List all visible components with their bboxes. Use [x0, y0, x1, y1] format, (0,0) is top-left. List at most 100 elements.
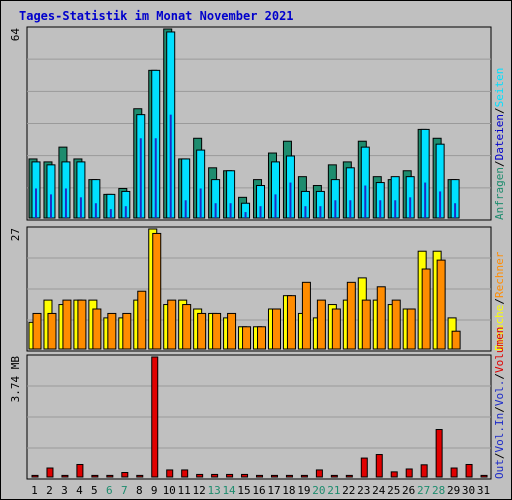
bar-rechner-day-25 [391, 299, 401, 350]
x-tick-day-9: 9 [151, 484, 158, 497]
bar-seiten-day-6 [109, 209, 112, 218]
x-tick-day-7: 7 [121, 484, 128, 497]
bar-rechner-day-26 [406, 308, 416, 350]
bar-rechner-day-7 [122, 312, 132, 350]
legend-item-dateien: Dateien [493, 114, 506, 160]
x-tick-day-24: 24 [372, 484, 386, 497]
bar-rechner-day-15 [242, 326, 252, 350]
bar-seiten-day-7 [124, 206, 127, 218]
x-tick-day-31: 31 [477, 484, 490, 497]
bar-rechner-day-1 [32, 312, 42, 350]
x-tick-day-15: 15 [237, 484, 250, 497]
bar-rechner-day-13 [212, 312, 222, 350]
x-tick-day-26: 26 [402, 484, 415, 497]
legend-besuche-rechner: Besuche/Rechner [493, 251, 506, 351]
bar-rechner-day-21 [331, 308, 341, 350]
x-tick-day-23: 23 [357, 484, 370, 497]
x-tick-day-12: 12 [193, 484, 206, 497]
bar-rechner-day-23 [361, 299, 371, 350]
bar-volumen-day-31 [480, 474, 488, 478]
chart-title: Tages-Statistik im Monat November 2021 [19, 9, 294, 23]
legend-item--: / [493, 453, 506, 460]
x-tick-day-17: 17 [267, 484, 280, 497]
bar-volumen-day-26 [405, 468, 413, 478]
x-tick-day-10: 10 [163, 484, 176, 497]
x-tick-day-29: 29 [447, 484, 460, 497]
bar-volumen-day-24 [375, 454, 383, 478]
legend-item-volumen: Volumen [493, 327, 506, 373]
bar-seiten-day-28 [439, 191, 442, 218]
bar-seiten-day-17 [274, 194, 277, 218]
bar-volumen-day-1 [31, 474, 39, 478]
bar-volumen-day-15 [241, 473, 249, 478]
bar-seiten-day-18 [289, 182, 292, 218]
bar-volumen-day-16 [256, 474, 264, 478]
legend-item-vol-: Vol. [493, 380, 506, 407]
x-tick-day-2: 2 [46, 484, 53, 497]
bar-rechner-day-3 [62, 299, 72, 350]
bar-volumen-day-25 [390, 471, 398, 478]
x-tick-day-8: 8 [136, 484, 143, 497]
bar-seiten-day-29 [454, 203, 457, 218]
x-tick-day-18: 18 [282, 484, 295, 497]
legend3-text: Out/Vol.In/Vol./Volumen [493, 327, 506, 479]
bar-volumen-day-20 [315, 469, 323, 478]
bar-volumen-day-21 [330, 474, 338, 478]
bar-rechner-day-17 [271, 308, 281, 350]
legend-item--: / [493, 298, 506, 305]
x-tick-day-25: 25 [387, 484, 400, 497]
bar-rechner-day-14 [227, 312, 237, 350]
bar-seiten-day-14 [229, 203, 232, 218]
bar-volumen-day-9 [151, 356, 159, 478]
bar-seiten-day-19 [304, 206, 307, 218]
panel-anfragen-dateien-seiten [26, 26, 492, 221]
x-tick-day-27: 27 [417, 484, 430, 497]
x-tick-day-5: 5 [91, 484, 98, 497]
bar-rechner-day-2 [47, 312, 57, 350]
bar-seiten-day-5 [94, 203, 97, 218]
x-tick-day-14: 14 [222, 484, 236, 497]
bar-seiten-day-27 [424, 182, 427, 218]
bar-volumen-day-23 [360, 457, 368, 478]
legend-item--: / [493, 107, 506, 114]
legend-item-seiten: Seiten [493, 68, 506, 108]
legend-item-anfragen: Anfragen [493, 167, 506, 220]
legend-item-vol-: Vol. [493, 426, 506, 453]
bar-rechner-day-29 [451, 330, 461, 350]
legend-item--: / [493, 406, 506, 413]
bar-seiten-day-25 [394, 200, 397, 218]
x-tick-day-21: 21 [327, 484, 340, 497]
bar-volumen-day-27 [420, 464, 428, 478]
bar-volumen-day-29 [450, 467, 458, 478]
legend-item-out: Out [493, 459, 506, 479]
bar-volumen-day-5 [91, 474, 99, 478]
x-tick-day-16: 16 [252, 484, 265, 497]
x-tick-day-4: 4 [76, 484, 83, 497]
bar-seiten-day-10 [169, 114, 172, 218]
bar-seiten-day-3 [64, 188, 67, 218]
bar-rechner-day-4 [77, 299, 87, 350]
legend-item-rechner: Rechner [493, 251, 506, 298]
bar-rechner-day-16 [257, 326, 267, 350]
bar-volumen-day-14 [226, 473, 234, 478]
bar-volumen-day-22 [345, 474, 353, 478]
x-tick-day-22: 22 [342, 484, 355, 497]
bar-rechner-day-12 [197, 312, 207, 350]
bar-seiten-day-23 [364, 185, 367, 218]
bar-seiten-day-2 [49, 194, 52, 218]
bar-seiten-day-24 [379, 200, 382, 218]
bar-seiten-day-16 [259, 206, 262, 218]
y-max-label-besuche: 27 [9, 228, 22, 241]
x-tick-day-30: 30 [462, 484, 475, 497]
legend-item--: / [493, 160, 506, 167]
x-tick-day-19: 19 [297, 484, 310, 497]
bar-rechner-day-22 [346, 281, 356, 350]
x-tick-day-28: 28 [432, 484, 445, 497]
y-max-label-anfragen: 64 [9, 28, 22, 42]
bar-volumen-day-8 [136, 474, 144, 478]
bar-rechner-day-9 [152, 232, 162, 350]
y-max-label-volumen: 3.74 MB [9, 356, 22, 403]
bar-rechner-day-27 [421, 268, 431, 350]
